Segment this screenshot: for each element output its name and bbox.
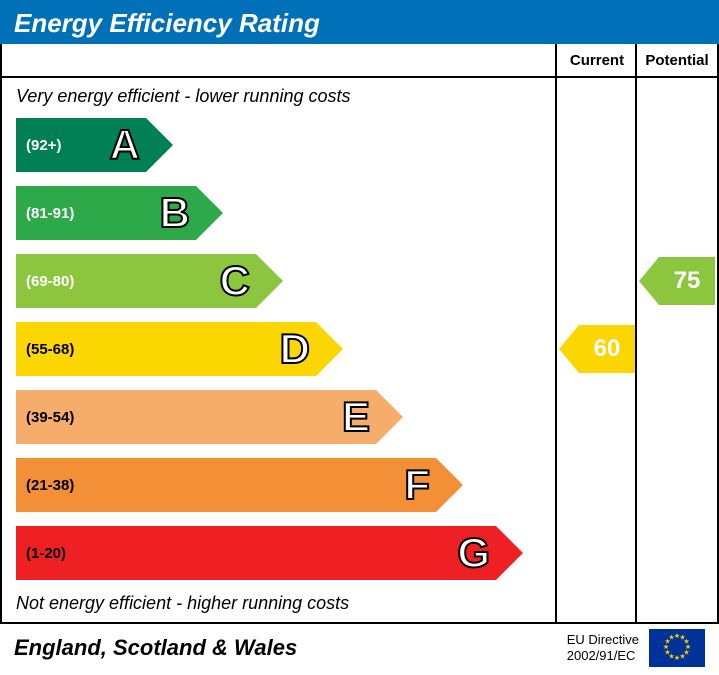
band-bar: (69-80)C — [16, 254, 256, 308]
band-range: (21-38) — [16, 477, 436, 494]
marker-current-value: 60 — [579, 325, 635, 373]
band-letter: C — [220, 257, 250, 305]
directive-line1: EU Directive — [567, 632, 639, 648]
band-b: (81-91)B — [2, 182, 555, 244]
bands-container: (92+)A (81-91)B (69-80)C (55-68)D (39-54)E (2… — [2, 114, 555, 590]
band-bar: (39-54)E — [16, 390, 376, 444]
band-bar: (21-38)F — [16, 458, 436, 512]
column-potential-head: Potential — [637, 44, 717, 78]
column-current: Current 60 — [557, 44, 637, 622]
label-inefficient: Not energy efficient - higher running co… — [16, 593, 349, 614]
eu-star-icon: ★ — [668, 634, 674, 642]
band-range: (39-54) — [16, 409, 376, 426]
rating-chart: Very energy efficient - lower running co… — [0, 44, 719, 624]
band-letter: E — [342, 393, 370, 441]
band-bar: (81-91)B — [16, 186, 196, 240]
band-range: (55-68) — [16, 341, 316, 358]
band-a: (92+)A — [2, 114, 555, 176]
footer: England, Scotland & Wales EU Directive 2… — [0, 624, 719, 672]
page-title: Energy Efficiency Rating — [0, 0, 719, 44]
band-d: (55-68)D — [2, 318, 555, 380]
header-row — [2, 44, 555, 78]
marker-potential-value: 75 — [659, 257, 715, 305]
band-letter: B — [160, 189, 190, 237]
eu-star-icon: ★ — [674, 655, 680, 663]
eu-star-icon: ★ — [679, 653, 685, 661]
eu-flag-icon: ★★★★★★★★★★★★ — [649, 629, 705, 667]
band-bar: (55-68)D — [16, 322, 316, 376]
band-letter: G — [457, 529, 490, 577]
band-g: (1-20)G — [2, 522, 555, 584]
column-potential: Potential 75 — [637, 44, 717, 622]
marker-current: 60 — [579, 325, 635, 373]
footer-country: England, Scotland & Wales — [14, 635, 297, 661]
marker-potential: 75 — [659, 257, 715, 305]
band-f: (21-38)F — [2, 454, 555, 516]
label-efficient: Very energy efficient - lower running co… — [16, 86, 351, 107]
band-letter: F — [404, 461, 430, 509]
band-c: (69-80)C — [2, 250, 555, 312]
band-letter: D — [280, 325, 310, 373]
band-bar: (92+)A — [16, 118, 146, 172]
footer-directive: EU Directive 2002/91/EC ★★★★★★★★★★★★ — [567, 629, 705, 667]
column-current-head: Current — [557, 44, 637, 78]
band-e: (39-54)E — [2, 386, 555, 448]
chart-bands-area: Very energy efficient - lower running co… — [2, 44, 557, 622]
directive-line2: 2002/91/EC — [567, 648, 639, 664]
band-letter: A — [110, 121, 140, 169]
band-bar: (1-20)G — [16, 526, 496, 580]
band-range: (1-20) — [16, 545, 496, 562]
